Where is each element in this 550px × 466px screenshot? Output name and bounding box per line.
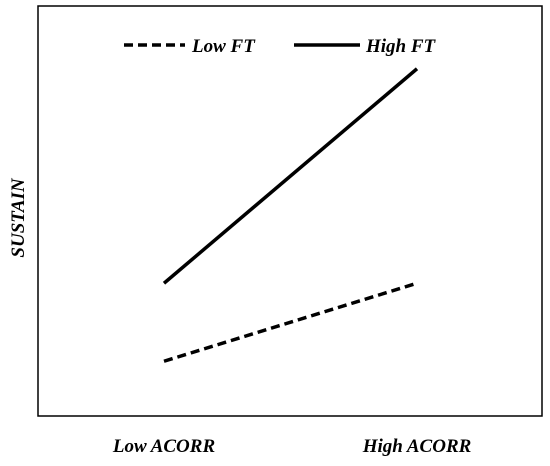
legend: Low FT High FT [124, 36, 437, 57]
plot-frame [37, 5, 543, 417]
series-line-high-ft [162, 67, 419, 285]
series-lines [162, 67, 419, 363]
legend-label-low-ft: Low FT [191, 36, 256, 57]
series-line-low-ft [163, 281, 418, 363]
y-axis-label: SUSTAIN [8, 177, 29, 257]
x-tick-label-high-acorr: High ACORR [362, 436, 472, 457]
x-tick-label-low-acorr: Low ACORR [112, 436, 215, 457]
legend-label-high-ft: High FT [365, 36, 437, 57]
